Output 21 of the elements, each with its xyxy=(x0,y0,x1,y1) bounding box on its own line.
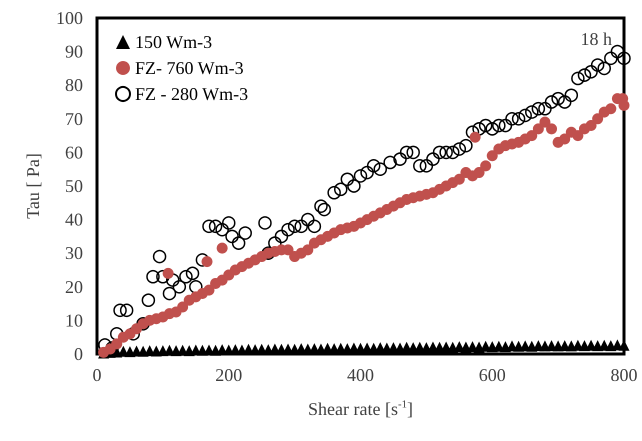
legend-label: FZ- 760 Wm-3 xyxy=(135,58,244,78)
y-tick-label: 40 xyxy=(65,210,83,230)
y-tick-label: 50 xyxy=(65,176,83,196)
x-tick-label: 800 xyxy=(610,365,638,385)
legend-label: FZ - 280 Wm-3 xyxy=(135,84,248,104)
x-tick-label: 200 xyxy=(215,365,242,385)
y-tick-label: 80 xyxy=(65,75,83,96)
y-tick-label: 10 xyxy=(65,310,83,330)
x-tick-label: 600 xyxy=(478,365,506,385)
y-tick-label: 70 xyxy=(65,108,83,129)
y-tick-label: 0 xyxy=(74,344,83,364)
y-tick-label: 60 xyxy=(65,142,83,162)
y-tick-label: 100 xyxy=(56,8,83,28)
annotation: 18 h xyxy=(580,29,612,49)
y-tick-label: 90 xyxy=(65,42,83,62)
x-tick-label: 400 xyxy=(347,365,374,385)
x-tick-label: 0 xyxy=(92,365,102,385)
y-tick-label: 20 xyxy=(65,276,83,297)
y-tick-label: 30 xyxy=(65,243,83,264)
legend-label: 150 Wm-3 xyxy=(135,32,212,52)
y-axis-title: Tau [ Pa] xyxy=(23,153,43,219)
